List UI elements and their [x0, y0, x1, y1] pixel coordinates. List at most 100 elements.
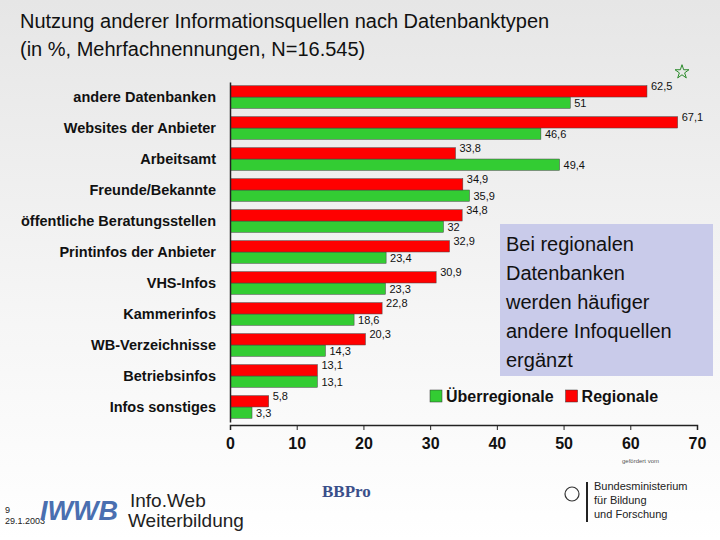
x-tick-mark: [630, 425, 631, 430]
data-label: 32: [447, 221, 459, 233]
category-label: öffentliche Beratungsstellen: [21, 213, 216, 229]
data-label: 32,9: [453, 235, 474, 247]
bar: [230, 314, 354, 325]
bar: [230, 345, 325, 356]
y-tick: öffentliche Beratungsstellen: [21, 213, 216, 229]
y-tick: Websites der Anbieter: [64, 120, 217, 136]
data-label: 23,3: [389, 283, 410, 295]
y-axis: andere Datenbanken Websites der Anbieter A…: [21, 83, 230, 423]
x-tick-label: 20: [355, 435, 373, 452]
category-label: VHS-Infos: [147, 275, 216, 291]
data-label: 34,8: [466, 204, 487, 216]
x-tick-mark: [297, 425, 298, 430]
x-tick-label: 50: [555, 435, 573, 452]
y-tick: VHS-Infos: [147, 275, 216, 291]
y-tick: Freunde/Bekannte: [90, 182, 217, 198]
x-tick-label: 60: [622, 435, 640, 452]
category-label: Kammerinfos: [123, 306, 216, 322]
y-tick: Printinfos der Anbieter: [59, 244, 216, 260]
annotation: Bei regionalenDatenbankenwerden häufiger…: [500, 224, 713, 376]
ministry: für Bildung: [594, 494, 647, 506]
bar: [230, 283, 385, 294]
bar: [230, 148, 455, 159]
category-label: Websites der Anbieter: [64, 120, 217, 136]
data-label: 34,9: [467, 173, 488, 185]
x-tick-mark: [697, 425, 698, 430]
legend-label: Regionale: [582, 388, 659, 405]
x-tick-mark: [230, 425, 231, 430]
x-tick: 30: [422, 425, 440, 452]
brand: Weiterbildung: [128, 510, 244, 531]
x-tick: 0: [226, 425, 235, 452]
funded-by: gefördert vom: [622, 458, 659, 464]
y-tick: Betriebsinfos: [123, 368, 216, 384]
y-tick: Infos sonstiges: [110, 399, 216, 415]
x-tick-label: 40: [488, 435, 506, 452]
x-axis-line: [231, 426, 698, 431]
category-label: andere Datenbanken: [73, 89, 216, 105]
data-label: 22,8: [386, 297, 407, 309]
category-label: Printinfos der Anbieter: [59, 244, 216, 260]
x-tick: 50: [555, 425, 573, 452]
bar: [230, 179, 463, 190]
page-number: 9: [5, 505, 10, 515]
category-label: Arbeitsamt: [140, 151, 216, 167]
legend-swatch: [566, 390, 578, 402]
data-label: 14,3: [329, 345, 350, 357]
y-tick: andere Datenbanken: [73, 89, 216, 105]
x-tick: 10: [288, 425, 306, 452]
y-tick: WB-Verzeichnisse: [91, 337, 216, 353]
chart: Nutzung anderer Informationsquellen nach…: [0, 0, 720, 540]
data-label: 67,1: [682, 111, 703, 123]
bar: [230, 365, 317, 376]
bar: [230, 221, 443, 232]
bar: [230, 252, 386, 263]
x-tick-mark: [430, 425, 431, 430]
bar: [230, 190, 470, 201]
x-tick-label: 70: [689, 435, 707, 452]
ministry: und Forschung: [594, 508, 667, 520]
data-label: 18,6: [358, 314, 379, 326]
data-label: 62,5: [651, 80, 672, 92]
x-axis: 0 10 20 30 40 50 60 70: [226, 425, 706, 452]
data-label: 3,3: [256, 407, 271, 419]
y-axis-line: [230, 83, 232, 423]
x-tick-label: 10: [288, 435, 306, 452]
footer: 929.1.2003IWWBInfo.WebWeiterbildungBBPro…: [5, 458, 688, 531]
y-tick: Arbeitsamt: [140, 151, 216, 167]
data-label: 5,8: [273, 390, 288, 402]
x-tick-mark: [363, 425, 364, 430]
category-label: WB-Verzeichnisse: [91, 337, 216, 353]
ministry: Bundesministerium: [594, 480, 688, 492]
bar: [230, 334, 365, 345]
data-label: 20,3: [369, 328, 390, 340]
bar: [230, 272, 436, 283]
data-label: 30,9: [440, 266, 461, 278]
title: Nutzung anderer Informationsquellen nach…: [20, 10, 549, 60]
bar: [230, 159, 560, 170]
bar: [230, 241, 449, 252]
data-label: 49,4: [564, 159, 585, 171]
bar: [230, 117, 678, 128]
data-label: 33,8: [459, 142, 480, 154]
x-tick: 60: [622, 425, 640, 452]
bar: [230, 128, 541, 139]
category-label: Freunde/Bekannte: [90, 182, 217, 198]
bar: [230, 396, 269, 407]
bar: [230, 97, 570, 108]
category-label: Infos sonstiges: [110, 399, 216, 415]
ministry-bar: [586, 482, 588, 522]
x-tick-mark: [497, 425, 498, 430]
data-label: 46,6: [545, 128, 566, 140]
legend: ÜberregionaleRegionale: [430, 387, 658, 405]
bar: [230, 376, 317, 387]
logo: IWWB: [40, 496, 118, 526]
data-label: 13,1: [321, 359, 342, 371]
bar: [230, 210, 462, 221]
bar: [230, 86, 647, 97]
x-tick: 20: [355, 425, 373, 452]
x-tick-label: 0: [226, 435, 235, 452]
data-label: 51: [574, 97, 586, 109]
brand: Info.Web: [130, 490, 206, 511]
data-label: 13,1: [321, 376, 342, 388]
